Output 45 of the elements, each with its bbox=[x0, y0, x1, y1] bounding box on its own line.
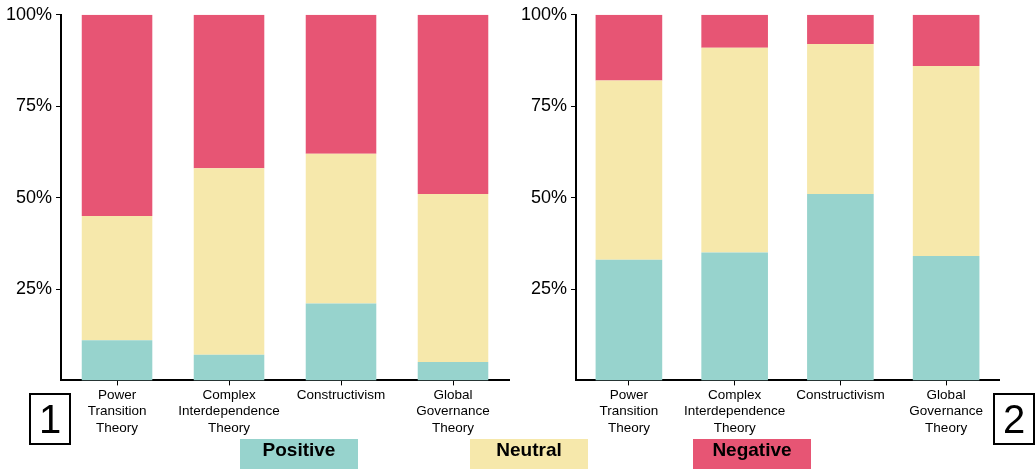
bar bbox=[701, 47, 768, 253]
text: Positive bbox=[240, 439, 358, 469]
bar bbox=[912, 65, 980, 257]
x-tick-label: Constructivism bbox=[796, 387, 885, 403]
y-tick-label: 75% bbox=[16, 95, 53, 116]
bar bbox=[701, 14, 768, 48]
text: Neutral bbox=[470, 439, 588, 469]
bar bbox=[595, 80, 663, 260]
bar bbox=[417, 362, 489, 381]
y-tick-label: 100% bbox=[520, 3, 568, 24]
y-tick-label: 100% bbox=[5, 3, 53, 24]
x-tick-label: Complex Interdependence Theory bbox=[683, 387, 786, 435]
bar bbox=[807, 193, 874, 381]
x-tick-label: Power Transition Theory bbox=[599, 387, 659, 435]
bar bbox=[595, 259, 663, 381]
x-tick-label: Global Governance Theory bbox=[416, 387, 490, 435]
bar bbox=[595, 14, 663, 81]
y-tick-label: 50% bbox=[531, 186, 568, 207]
bar bbox=[193, 168, 265, 355]
bar bbox=[912, 14, 980, 66]
bar bbox=[305, 14, 377, 154]
y-tick-label: 25% bbox=[16, 277, 53, 298]
x-tick-label: Power Transition Theory bbox=[87, 387, 147, 435]
bar bbox=[305, 153, 377, 304]
bar bbox=[81, 340, 153, 381]
y-tick-label: 75% bbox=[531, 95, 568, 116]
bar bbox=[701, 252, 768, 381]
bar bbox=[912, 256, 980, 381]
x-tick-label: Complex Interdependence Theory bbox=[178, 387, 280, 435]
bar bbox=[81, 14, 153, 216]
y-tick-label: 25% bbox=[531, 277, 568, 298]
text: 2 bbox=[993, 393, 1035, 445]
bar bbox=[193, 14, 265, 169]
y-tick-label: 50% bbox=[16, 186, 53, 207]
bar bbox=[193, 354, 265, 381]
x-tick-label: Global Governance Theory bbox=[909, 387, 983, 435]
bar bbox=[81, 215, 153, 341]
bar bbox=[417, 14, 489, 194]
text: Negative bbox=[693, 439, 811, 469]
bar bbox=[807, 44, 874, 194]
bar bbox=[417, 193, 489, 363]
bar bbox=[305, 303, 377, 381]
bar bbox=[807, 14, 874, 45]
text: 1 bbox=[29, 393, 71, 445]
x-tick-label: Constructivism bbox=[296, 387, 386, 403]
